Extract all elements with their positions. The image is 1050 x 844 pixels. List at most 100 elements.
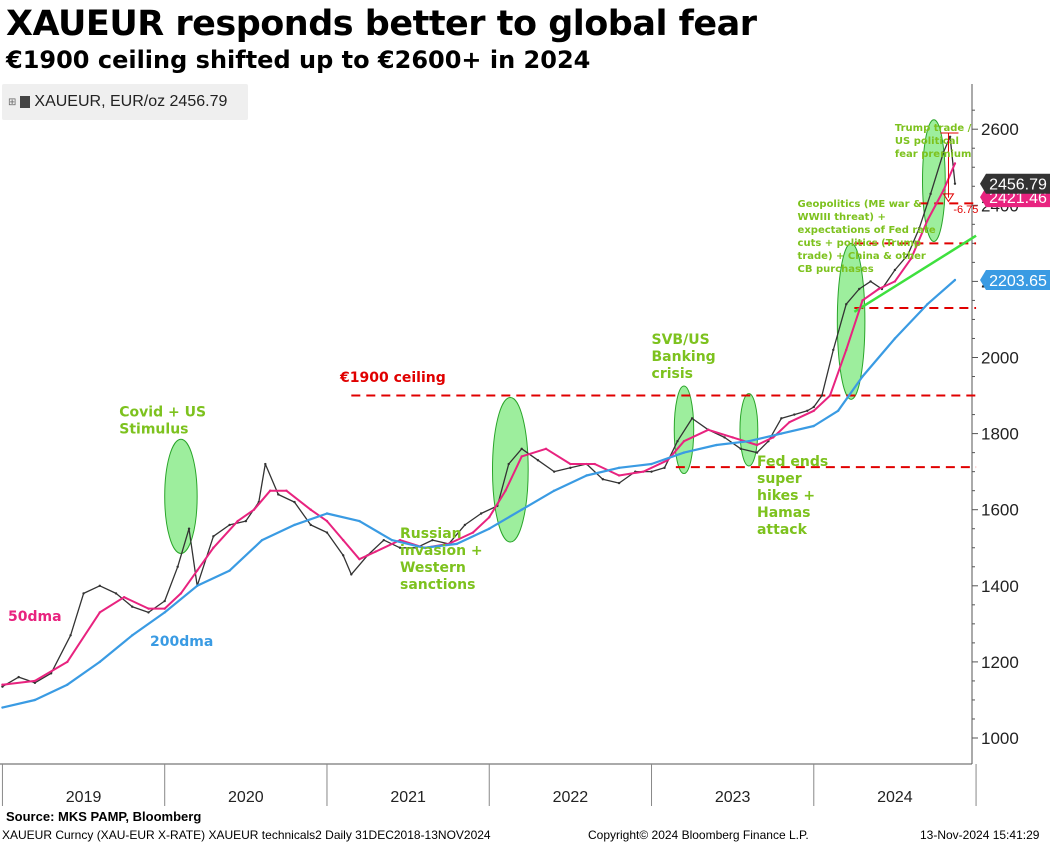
annotation-line: Banking [652, 349, 716, 365]
chart-subtitle: €1900 ceiling shifted up to €2600+ in 20… [6, 46, 591, 74]
annotation-line: fear premium [895, 149, 972, 160]
data-point [953, 182, 957, 185]
annotation-line: Stimulus [119, 421, 188, 437]
data-point [374, 550, 377, 553]
highlight-ellipse [922, 119, 946, 242]
data-point [33, 679, 37, 683]
data-point [585, 474, 588, 477]
data-point [488, 527, 491, 530]
data-point [906, 253, 910, 256]
x-tick-label: 2022 [553, 789, 589, 806]
data-point [552, 470, 556, 473]
data-point [212, 535, 215, 538]
x-tick-label: 2024 [877, 789, 913, 806]
annotation-line: Hamas [757, 505, 811, 521]
event-annotation: Fed ends super hikes + Hamas attack [757, 454, 828, 538]
data-point [755, 451, 759, 454]
data-point [832, 348, 835, 352]
data-point [520, 447, 523, 451]
data-point [812, 409, 815, 412]
data-point [342, 554, 345, 557]
data-point [953, 278, 957, 282]
data-point [820, 394, 824, 397]
data-point [731, 436, 734, 439]
data-point [228, 569, 231, 572]
highlight-ellipse [491, 396, 529, 543]
annotation-line: crisis [652, 366, 693, 382]
x-tick-label: 2021 [390, 789, 426, 806]
data-point [942, 188, 945, 192]
last-value-label: 2203.65 [989, 273, 1047, 290]
data-point [228, 523, 231, 527]
annotation-line: cuts + politics (Trump [798, 238, 922, 249]
annotation-line: US political [895, 136, 959, 147]
y-tick-label: 1000 [981, 729, 1019, 748]
data-point [772, 436, 775, 439]
y-tick-label: 1200 [981, 653, 1019, 672]
data-point [98, 611, 101, 614]
chart-title: XAUEUR responds better to global fear [6, 4, 757, 44]
data-point [715, 443, 718, 447]
legend[interactable]: ⊞ XAUEUR, EUR/oz 2456.79 [2, 84, 248, 120]
data-point [358, 519, 361, 523]
data-point [342, 538, 345, 542]
expand-icon[interactable]: ⊞ [8, 96, 17, 108]
legend-label: XAUEUR, EUR/oz 2456.79 [34, 93, 228, 110]
x-tick-label: 2020 [228, 789, 264, 806]
data-point [788, 420, 791, 424]
x-tick-label: 2023 [715, 789, 751, 806]
data-point [650, 462, 653, 466]
data-point [780, 417, 783, 420]
data-point [358, 557, 361, 561]
data-point [131, 634, 134, 637]
timestamp: 13-Nov-2024 15:41:29 [920, 828, 1040, 842]
event-annotation: SVB/US Banking crisis [652, 332, 716, 382]
data-point [942, 150, 945, 154]
data-point [252, 508, 256, 511]
ma200-last-value-tag [980, 270, 1050, 291]
data-point [861, 299, 864, 302]
data-point [663, 466, 666, 470]
data-point [98, 584, 101, 587]
data-point [350, 573, 353, 576]
data-point [187, 527, 191, 530]
data-point [861, 375, 864, 378]
data-point [676, 440, 679, 443]
data-point [471, 531, 475, 534]
annotation-line: hikes + [757, 488, 815, 504]
data-point [131, 605, 134, 608]
data-point [69, 634, 72, 637]
data-point [953, 162, 957, 165]
y-tick-label: 1800 [981, 425, 1019, 444]
data-point [617, 481, 621, 485]
data-point [163, 611, 166, 614]
annotation-line: Geopolitics (ME war & [798, 199, 923, 210]
data-point [82, 592, 85, 595]
annotation-line: sanctions [400, 577, 475, 593]
annotation-line: SVB/US [652, 332, 710, 348]
data-point [569, 462, 572, 466]
data-point [780, 432, 783, 435]
data-point [806, 409, 809, 412]
data-point [455, 542, 458, 546]
data-point [520, 508, 523, 511]
data-point [147, 611, 150, 614]
annotation-line: Western [400, 560, 466, 576]
data-point [926, 303, 929, 306]
ma200-label: 200dma [150, 634, 213, 650]
last-value-label: 2421.46 [989, 190, 1047, 207]
data-point [707, 428, 710, 431]
data-point [423, 546, 426, 549]
data-point [682, 451, 686, 454]
annotation-line: Russian [400, 526, 462, 542]
data-point [544, 447, 548, 451]
annotation-line: Trump trade / [895, 123, 972, 134]
event-annotation: Covid + US Stimulus [119, 404, 206, 437]
highlight-ellipse [836, 242, 866, 400]
data-point [285, 489, 288, 492]
data-point [179, 592, 183, 595]
data-point [114, 592, 118, 595]
data-point [828, 394, 832, 397]
data-point [682, 440, 686, 443]
data-point [793, 413, 796, 416]
